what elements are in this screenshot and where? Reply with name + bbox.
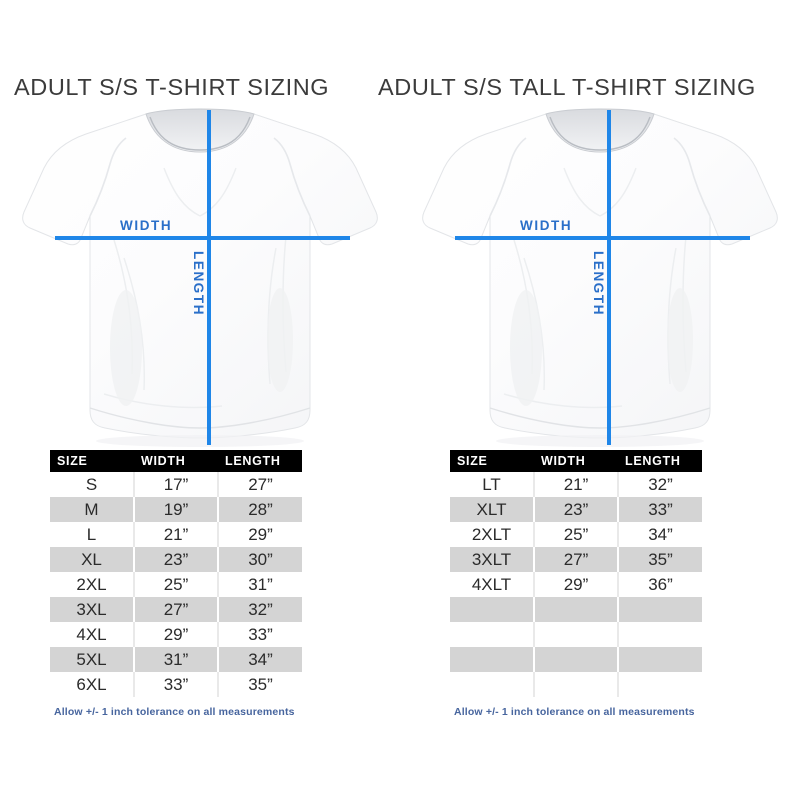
cell-width [534,672,619,697]
cell-length [618,647,702,672]
cell-width [534,622,619,647]
cell-length: 34” [218,647,302,672]
cell-length [618,597,702,622]
tshirt-illustration-standard [14,108,386,453]
tolerance-note: Allow +/- 1 inch tolerance on all measur… [54,706,295,718]
cell-size: 3XL [50,597,135,622]
cell-size: 4XL [50,622,135,647]
table-row: L 21” 29” [50,522,302,547]
cell-size: 6XL [50,672,135,697]
cell-width: 29” [134,622,219,647]
cell-width: 27” [134,597,219,622]
cell-width: 19” [134,497,219,522]
cell-size [450,622,535,647]
cell-length: 30” [218,547,302,572]
cell-length: 28” [218,497,302,522]
cell-size [450,647,535,672]
cell-size: M [50,497,135,522]
column-header-size: SIZE [450,450,534,472]
cell-size: XLT [450,497,535,522]
cell-width: 21” [534,472,619,497]
cell-size [450,672,535,697]
cell-width [534,597,619,622]
cell-size [450,597,535,622]
table-row: 6XL 33” 35” [50,672,302,697]
table-row-empty [450,647,702,672]
table-row: S 17” 27” [50,472,302,497]
table-row: 5XL 31” 34” [50,647,302,672]
panel-tall-tshirt: WIDTH LENGTH SIZE WIDTH LENGTH LT 21” 32… [414,108,786,728]
size-table-standard: SIZE WIDTH LENGTH S 17” 27” M 19” 28” L [50,450,302,697]
cell-width [534,647,619,672]
cell-length: 33” [618,497,702,522]
cell-width: 29” [534,572,619,597]
cell-length [618,672,702,697]
column-header-size: SIZE [50,450,134,472]
table-row: 4XL 29” 33” [50,622,302,647]
table-row: LT 21” 32” [450,472,702,497]
cell-width: 27” [534,547,619,572]
chart-title-standard: ADULT S/S T-SHIRT SIZING [14,74,330,100]
cell-length: 31” [218,572,302,597]
cell-size: L [50,522,135,547]
column-header-length: LENGTH [618,450,702,472]
table-row-empty [450,622,702,647]
table-row: 2XLT 25” 34” [450,522,702,547]
cell-length: 35” [218,672,302,697]
cell-width: 25” [534,522,619,547]
cell-size: S [50,472,135,497]
table-row-empty [450,597,702,622]
cell-width: 17” [134,472,219,497]
tshirt-icon [422,108,778,447]
cell-length: 27” [218,472,302,497]
table-row: 4XLT 29” 36” [450,572,702,597]
cell-length: 36” [618,572,702,597]
cell-size: 2XL [50,572,135,597]
cell-length: 32” [218,597,302,622]
cell-size: 5XL [50,647,135,672]
panel-standard-tshirt: WIDTH LENGTH SIZE WIDTH LENGTH S 17” 27” [14,108,386,728]
size-table-tall: SIZE WIDTH LENGTH LT 21” 32” XLT 23” 33”… [450,450,702,697]
table-row: XL 23” 30” [50,547,302,572]
column-header-width: WIDTH [134,450,218,472]
table-row: 2XL 25” 31” [50,572,302,597]
cell-width: 31” [134,647,219,672]
cell-width: 21” [134,522,219,547]
tshirt-icon [22,108,378,447]
column-header-length: LENGTH [218,450,302,472]
chart-title-tall: ADULT S/S TALL T-SHIRT SIZING [378,74,756,100]
table-header-row: SIZE WIDTH LENGTH [50,450,302,472]
cell-length: 32” [618,472,702,497]
tolerance-note: Allow +/- 1 inch tolerance on all measur… [454,706,695,718]
cell-length: 29” [218,522,302,547]
table-row: 3XL 27” 32” [50,597,302,622]
column-header-width: WIDTH [534,450,618,472]
cell-size: 2XLT [450,522,535,547]
table-row: XLT 23” 33” [450,497,702,522]
cell-length: 33” [218,622,302,647]
cell-size: 3XLT [450,547,535,572]
table-row: M 19” 28” [50,497,302,522]
tshirt-illustration-tall [414,108,786,453]
cell-size: 4XLT [450,572,535,597]
cell-length [618,622,702,647]
cell-width: 23” [534,497,619,522]
cell-length: 34” [618,522,702,547]
cell-width: 25” [134,572,219,597]
table-row-empty [450,672,702,697]
cell-width: 33” [134,672,219,697]
cell-size: XL [50,547,135,572]
table-row: 3XLT 27” 35” [450,547,702,572]
cell-length: 35” [618,547,702,572]
cell-width: 23” [134,547,219,572]
table-header-row: SIZE WIDTH LENGTH [450,450,702,472]
cell-size: LT [450,472,535,497]
